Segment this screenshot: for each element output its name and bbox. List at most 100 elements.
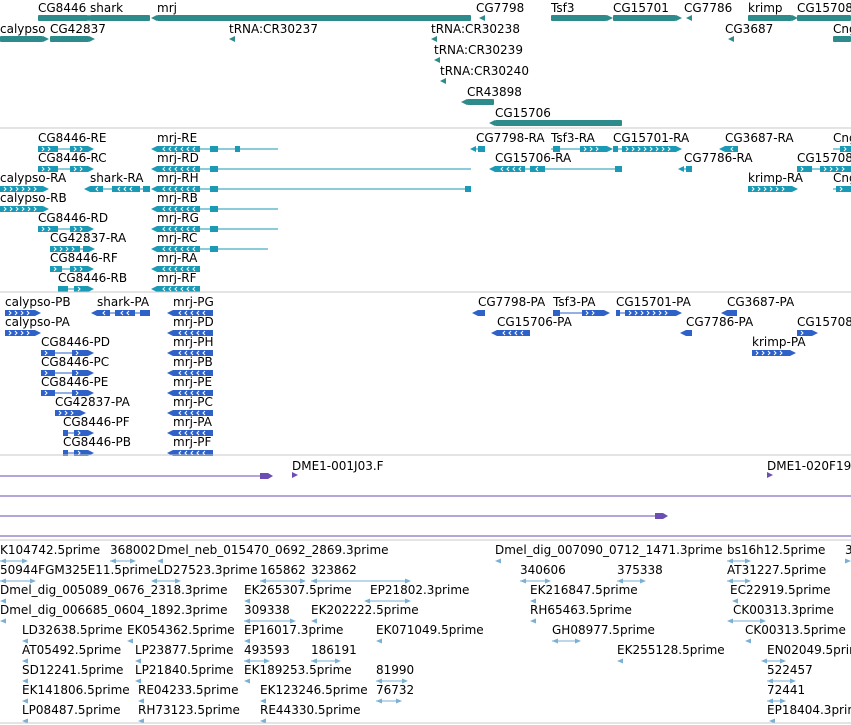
protein-mrj-pe[interactable]: mrj-PE bbox=[167, 375, 213, 396]
est-dmel-dig-007090-0712-1471-3prime[interactable]: Dmel_dig_007090_0712_1471.3prime bbox=[495, 543, 723, 564]
transcript-cng[interactable]: Cng bbox=[833, 171, 851, 192]
protein-mrj-pb[interactable]: mrj-PB bbox=[167, 355, 213, 376]
protein-mrj-pg[interactable]: mrj-PG bbox=[167, 295, 214, 316]
est-bs16h12-5prime[interactable]: bs16h12.5prime bbox=[727, 543, 825, 564]
transcript-cg8446-re[interactable]: CG8446-RE bbox=[38, 131, 106, 152]
est-76732[interactable]: 76732 bbox=[376, 683, 414, 704]
protein-cg8446-pc[interactable]: CG8446-PC bbox=[41, 355, 109, 376]
est-lp23877-5prime[interactable]: LP23877.5prime bbox=[135, 643, 234, 664]
transcript-cg15706-ra[interactable]: CG15706-RA bbox=[489, 151, 622, 172]
protein-cg8446-pd[interactable]: CG8446-PD bbox=[41, 335, 110, 356]
protein-mrj-pa[interactable]: mrj-PA bbox=[167, 415, 213, 436]
est-sd12241-5prime[interactable]: SD12241.5prime bbox=[22, 663, 123, 684]
gene-trna-cr30237[interactable]: tRNA:CR30237 bbox=[229, 22, 318, 42]
transcript-mrj-ra[interactable]: mrj-RA bbox=[151, 251, 200, 272]
protein-cg42837-pa[interactable]: CG42837-PA bbox=[55, 395, 131, 416]
protein-cg7786-pa[interactable]: CG7786-PA bbox=[680, 315, 754, 336]
est-lp21840-5prime[interactable]: LP21840.5prime bbox=[135, 663, 234, 684]
est-522457[interactable]: 522457 bbox=[767, 663, 813, 684]
transcript-mrj-rc[interactable]: mrj-RC bbox=[151, 231, 268, 252]
gene-shark[interactable]: shark bbox=[84, 1, 150, 21]
est-ck00313-3prime[interactable]: CK00313.3prime bbox=[727, 603, 834, 624]
transcript-tsf3-ra[interactable]: Tsf3-RA bbox=[550, 131, 613, 152]
gene-trna-cr30240[interactable]: tRNA:CR30240 bbox=[440, 64, 529, 84]
transcript-cg7786-ra[interactable]: CG7786-RA bbox=[678, 151, 753, 172]
est-re04233-5prime[interactable]: RE04233.5prime bbox=[138, 683, 239, 704]
protein-shark-pa[interactable]: shark-PA bbox=[91, 295, 150, 316]
est-ek216847-5prime[interactable]: EK216847.5prime bbox=[530, 583, 638, 604]
gene-cg8446[interactable]: CG8446 bbox=[38, 1, 94, 21]
transcript-cg3687-ra[interactable]: CG3687-RA bbox=[719, 131, 794, 152]
est-323862[interactable]: 323862 bbox=[311, 563, 411, 584]
gene-cg3687[interactable]: CG3687 bbox=[725, 22, 773, 42]
protein-mrj-pd[interactable]: mrj-PD bbox=[167, 315, 214, 336]
transcript-cg8446-rf[interactable]: CG8446-RF bbox=[50, 251, 118, 272]
est-186191[interactable]: 186191 bbox=[311, 643, 357, 664]
est-ek054362-5prime[interactable]: EK054362.5prime bbox=[127, 623, 235, 644]
est-81990[interactable]: 81990 bbox=[376, 663, 414, 684]
protein-cg3687-pa[interactable]: CG3687-PA bbox=[721, 295, 795, 316]
est-re44330-5prime[interactable]: RE44330.5prime bbox=[260, 703, 361, 724]
est-dmel-dig-006685-0604-1892-3prime[interactable]: Dmel_dig_006685_0604_1892.3prime bbox=[0, 603, 228, 624]
gene-cg15701[interactable]: CG15701 bbox=[613, 1, 682, 21]
est-ec22919-5prime[interactable]: EC22919.5prime bbox=[730, 583, 831, 604]
est-gh08977-5prime[interactable]: GH08977.5prime bbox=[552, 623, 655, 644]
transcript-cng[interactable]: Cng bbox=[833, 131, 851, 152]
transcript-krimp-ra[interactable]: krimp-RA bbox=[748, 171, 804, 192]
est-165862[interactable]: 165862 bbox=[260, 563, 306, 584]
protein-cg8446-pe[interactable]: CG8446-PE bbox=[41, 375, 108, 396]
gene-trna-cr30238[interactable]: tRNA:CR30238 bbox=[431, 22, 520, 42]
transcript-cg8446-rb[interactable]: CG8446-RB bbox=[58, 271, 127, 292]
protein-cg15701-pa[interactable]: CG15701-PA bbox=[616, 295, 692, 316]
transcript-cg15701-ra[interactable]: CG15701-RA bbox=[613, 131, 690, 152]
transcript-shark-ra[interactable]: shark-RA bbox=[84, 171, 150, 192]
est-ek202222-5prime[interactable]: EK202222.5prime bbox=[311, 603, 419, 624]
protein-cg15706-pa[interactable]: CG15706-PA bbox=[491, 315, 573, 336]
gene-cg15708[interactable]: CG15708 bbox=[797, 1, 851, 21]
gene-cg7786[interactable]: CG7786 bbox=[684, 1, 732, 21]
est-ek255128-5prime[interactable]: EK255128.5prime bbox=[617, 643, 725, 664]
protein-cg8446-pb[interactable]: CG8446-PB bbox=[63, 435, 131, 456]
gene-mrj[interactable]: mrj bbox=[151, 1, 471, 21]
transcript-mrj-rf[interactable]: mrj-RF bbox=[151, 271, 200, 292]
transcript-calypso-ra[interactable]: calypso-RA bbox=[0, 171, 67, 192]
gene-cng[interactable]: Cng bbox=[833, 22, 851, 42]
gene-krimp[interactable]: krimp bbox=[748, 1, 798, 21]
gene-tsf3[interactable]: Tsf3 bbox=[550, 1, 613, 21]
est-3[interactable]: 3 bbox=[845, 543, 851, 564]
protein-cg15708[interactable]: CG15708 bbox=[797, 315, 851, 336]
protein-calypso-pa[interactable]: calypso-PA bbox=[5, 315, 71, 336]
est-k104742-5prime[interactable]: K104742.5prime bbox=[0, 543, 100, 564]
est-ek071049-5prime[interactable]: EK071049.5prime bbox=[376, 623, 484, 644]
transcript-cg8446-rc[interactable]: CG8446-RC bbox=[38, 151, 107, 172]
clone-unlabeled[interactable] bbox=[0, 473, 273, 479]
gene-trna-cr30239[interactable]: tRNA:CR30239 bbox=[434, 43, 523, 63]
est-ep21802-3prime[interactable]: EP21802.3prime bbox=[364, 583, 469, 604]
est-72441[interactable]: 72441 bbox=[767, 683, 805, 704]
est-dmel-dig-005089-0676-2318-3prime[interactable]: Dmel_dig_005089_0676_2318.3prime bbox=[0, 583, 228, 604]
est-en02049-5prime[interactable]: EN02049.5prime bbox=[761, 643, 851, 664]
gene-cg15706[interactable]: CG15706 bbox=[489, 106, 622, 126]
gene-cr43898[interactable]: CR43898 bbox=[461, 85, 522, 105]
transcript-mrj-rd[interactable]: mrj-RD bbox=[151, 151, 471, 172]
est-50944fgm325e11-5prime[interactable]: 50944FGM325E11.5prime bbox=[0, 563, 157, 584]
gene-cg42837[interactable]: CG42837 bbox=[50, 22, 106, 42]
est-368002[interactable]: 368002 bbox=[110, 543, 156, 564]
transcript-mrj-re[interactable]: mrj-RE bbox=[151, 131, 278, 152]
transcript-cg42837-ra[interactable]: CG42837-RA bbox=[50, 231, 127, 252]
est-ek189253-5prime[interactable]: EK189253.5prime bbox=[244, 663, 352, 684]
est-at31227-5prime[interactable]: AT31227.5prime bbox=[727, 563, 826, 584]
protein-cg8446-pf[interactable]: CG8446-PF bbox=[63, 415, 130, 436]
protein-mrj-pc[interactable]: mrj-PC bbox=[167, 395, 213, 416]
transcript-mrj-rh[interactable]: mrj-RH bbox=[151, 171, 471, 192]
est-ld27523-3prime[interactable]: LD27523.3prime bbox=[151, 563, 258, 584]
est-rh73123-5prime[interactable]: RH73123.5prime bbox=[138, 703, 240, 724]
clone-dme1-001j03-f[interactable]: DME1-001J03.F bbox=[292, 459, 384, 478]
est-ek123246-5prime[interactable]: EK123246.5prime bbox=[260, 683, 368, 704]
transcript-cg8446-rd[interactable]: CG8446-RD bbox=[38, 211, 108, 232]
est-ld32638-5prime[interactable]: LD32638.5prime bbox=[22, 623, 123, 644]
est-ep16017-3prime[interactable]: EP16017.3prime bbox=[244, 623, 343, 644]
transcript-mrj-rg[interactable]: mrj-RG bbox=[151, 211, 278, 232]
transcript-mrj-rb[interactable]: mrj-RB bbox=[151, 191, 278, 212]
est-340606[interactable]: 340606 bbox=[520, 563, 566, 584]
